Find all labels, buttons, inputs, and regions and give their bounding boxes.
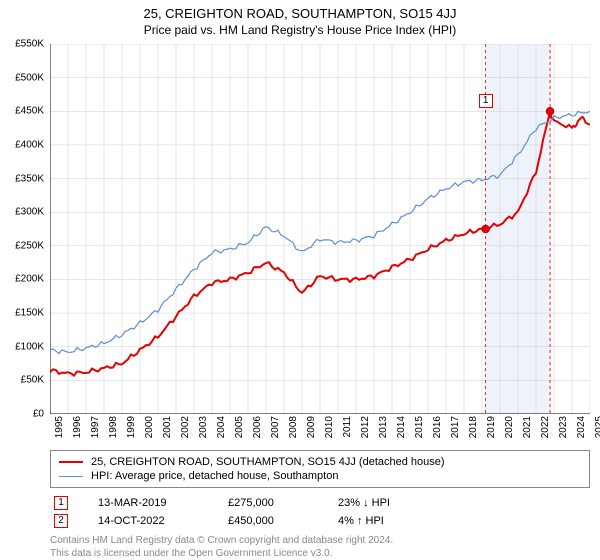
x-axis-label: 2002 <box>180 416 191 438</box>
x-axis-label: 2012 <box>360 416 371 438</box>
x-axis-label: 2024 <box>576 416 587 438</box>
y-axis-label: £450K <box>15 106 44 117</box>
x-axis-label: 2011 <box>342 416 353 438</box>
x-axis-label: 1998 <box>108 416 119 438</box>
x-axis-label: 2022 <box>540 416 551 438</box>
chart-title: 25, CREIGHTON ROAD, SOUTHAMPTON, SO15 4J… <box>0 0 600 21</box>
x-axis-label: 2014 <box>396 416 407 438</box>
legend-row: 25, CREIGHTON ROAD, SOUTHAMPTON, SO15 4J… <box>59 455 581 469</box>
x-axis-label: 1999 <box>126 416 137 438</box>
sale-diff: 23% ↓ HPI <box>338 497 390 509</box>
legend-label: HPI: Average price, detached house, Sout… <box>91 470 338 482</box>
legend-panel: 25, CREIGHTON ROAD, SOUTHAMPTON, SO15 4J… <box>50 450 590 560</box>
x-axis-label: 1995 <box>54 416 65 438</box>
y-axis-label: £200K <box>15 274 44 285</box>
sale-date: 14-OCT-2022 <box>98 515 198 527</box>
y-axis-label: £150K <box>15 308 44 319</box>
legend-swatch <box>59 461 83 463</box>
x-axis-label: 2005 <box>234 416 245 438</box>
sale-date: 13-MAR-2019 <box>98 497 198 509</box>
legend-label: 25, CREIGHTON ROAD, SOUTHAMPTON, SO15 4J… <box>91 456 445 468</box>
footer-text: Contains HM Land Registry data © Crown c… <box>50 530 590 560</box>
sale-marker-icon: 1 <box>54 496 68 510</box>
y-axis-label: £500K <box>15 72 44 83</box>
x-axis-label: 2006 <box>252 416 263 438</box>
x-axis-label: 2003 <box>198 416 209 438</box>
x-axis-label: 2010 <box>324 416 335 438</box>
x-axis-label: 2016 <box>432 416 443 438</box>
x-axis-label: 2017 <box>450 416 461 438</box>
chart-svg <box>50 44 590 414</box>
x-axis-label: 2013 <box>378 416 389 438</box>
chart-area: 12£0£50K£100K£150K£200K£250K£300K£350K£4… <box>50 44 590 414</box>
sale-price: £450,000 <box>228 515 308 527</box>
y-axis-label: £0 <box>33 409 44 420</box>
x-axis-label: 2023 <box>558 416 569 438</box>
y-axis-label: £50K <box>21 375 44 386</box>
x-axis-label: 2000 <box>144 416 155 438</box>
legend-row: HPI: Average price, detached house, Sout… <box>59 469 581 483</box>
chart-container: 25, CREIGHTON ROAD, SOUTHAMPTON, SO15 4J… <box>0 0 600 560</box>
x-axis-label: 2004 <box>216 416 227 438</box>
x-axis-label: 1997 <box>90 416 101 438</box>
legend-swatch <box>59 476 83 477</box>
y-axis-label: £400K <box>15 139 44 150</box>
y-axis-label: £300K <box>15 207 44 218</box>
sales-table: 1 13-MAR-2019 £275,000 23% ↓ HPI 2 14-OCT-202… <box>50 494 590 530</box>
x-axis-label: 2015 <box>414 416 425 438</box>
footer-line1: Contains HM Land Registry data © Crown c… <box>50 534 590 547</box>
sale-marker-1: 1 <box>479 94 493 108</box>
sale-diff: 4% ↑ HPI <box>338 515 384 527</box>
x-axis-label: 2007 <box>270 416 281 438</box>
footer-line2: This data is licensed under the Open Gov… <box>50 547 590 560</box>
legend-box: 25, CREIGHTON ROAD, SOUTHAMPTON, SO15 4J… <box>50 450 590 488</box>
x-axis-label: 2021 <box>522 416 533 438</box>
sale-price: £275,000 <box>228 497 308 509</box>
x-axis-label: 2020 <box>504 416 515 438</box>
x-axis-label: 2025 <box>594 416 600 438</box>
sale-marker-icon: 2 <box>54 514 68 528</box>
chart-subtitle: Price paid vs. HM Land Registry's House … <box>0 21 600 41</box>
x-axis-label: 2008 <box>288 416 299 438</box>
x-axis-label: 2019 <box>486 416 497 438</box>
y-axis-label: £350K <box>15 173 44 184</box>
y-axis-label: £550K <box>15 39 44 50</box>
sale-row: 1 13-MAR-2019 £275,000 23% ↓ HPI <box>50 494 590 512</box>
x-axis-label: 2009 <box>306 416 317 438</box>
x-axis-label: 1996 <box>72 416 83 438</box>
y-axis-label: £100K <box>15 341 44 352</box>
x-axis-label: 2001 <box>162 416 173 438</box>
y-axis-label: £250K <box>15 240 44 251</box>
sale-row: 2 14-OCT-2022 £450,000 4% ↑ HPI <box>50 512 590 530</box>
x-axis-label: 2018 <box>468 416 479 438</box>
